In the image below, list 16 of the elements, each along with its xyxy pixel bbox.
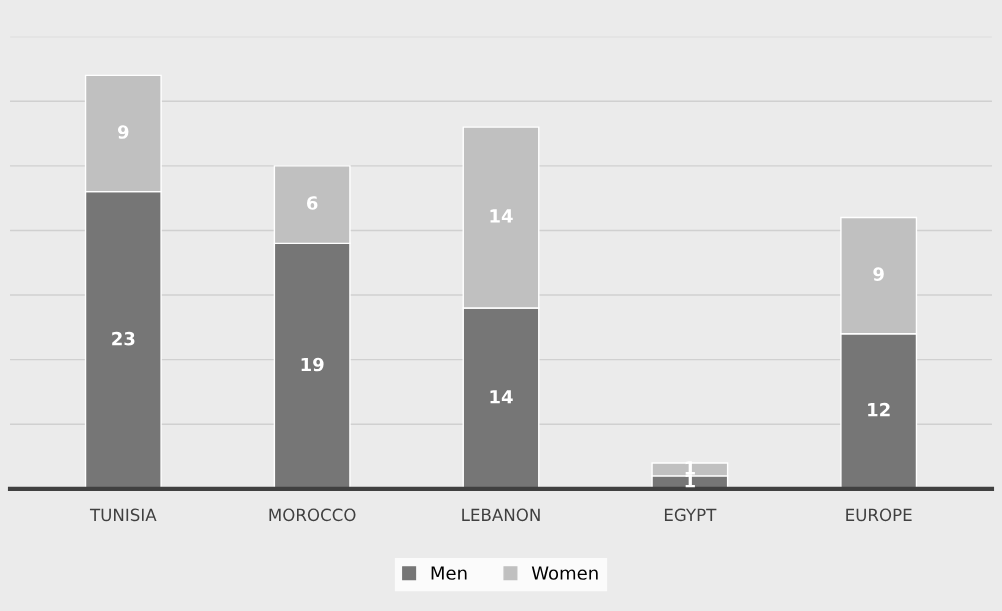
x-tick-label: LEBANON [462, 508, 540, 522]
data-label: 9 [873, 267, 884, 281]
legend-label: Women [531, 566, 598, 580]
x-tick-label: MOROCCO [269, 508, 356, 522]
x-tick-label: EGYPT [664, 508, 717, 522]
data-label: 6 [307, 196, 318, 210]
data-label: 14 [490, 209, 513, 223]
data-label: 12 [868, 402, 890, 417]
data-label: 1 [685, 474, 695, 488]
legend-label: Men [431, 566, 467, 580]
data-label: 19 [301, 357, 324, 372]
data-label: 23 [112, 331, 135, 346]
data-label: 14 [490, 390, 513, 404]
x-tick-label: EUROPE [846, 508, 912, 522]
data-label: 9 [117, 125, 129, 139]
x-tick-label: TUNISIA [89, 508, 157, 522]
